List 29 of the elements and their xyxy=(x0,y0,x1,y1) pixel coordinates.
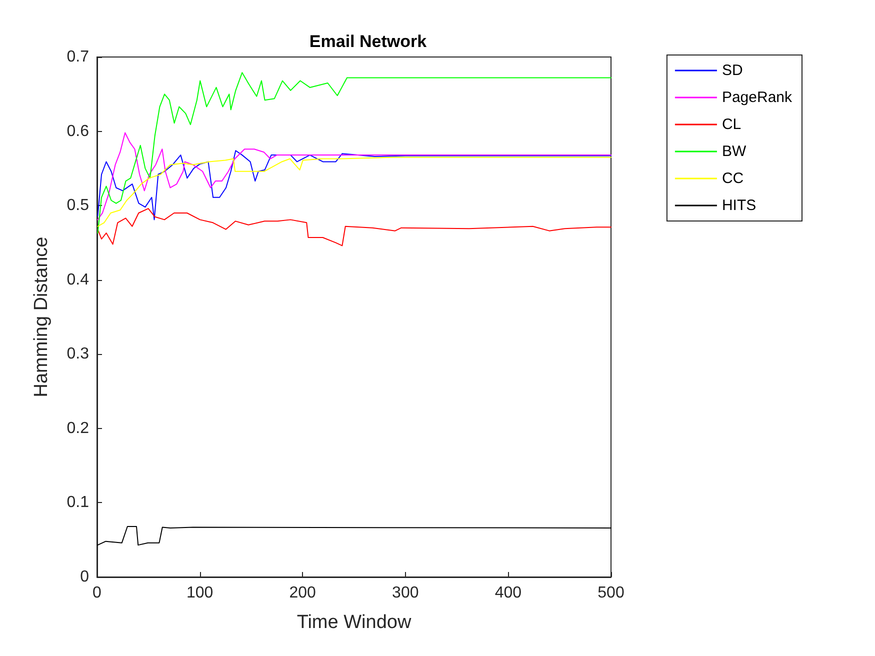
legend-label: HITS xyxy=(722,197,756,214)
chart-title: Email Network xyxy=(309,32,428,51)
legend-label: CL xyxy=(722,116,742,133)
legend-label: CC xyxy=(722,170,744,187)
line-series xyxy=(97,156,612,227)
x-axis-title: Time Window xyxy=(296,612,412,633)
x-tick-label: 100 xyxy=(186,584,214,602)
x-tick-label: 0 xyxy=(92,584,102,602)
x-tick-label: 300 xyxy=(392,584,419,602)
y-tick-label: 0.5 xyxy=(66,197,90,214)
line-series xyxy=(97,72,612,234)
legend-label: PageRank xyxy=(722,89,792,106)
x-tick-label: 200 xyxy=(289,584,316,602)
legend-label: SD xyxy=(722,62,743,79)
x-tick-label: 500 xyxy=(598,584,624,602)
y-tick-label: 0 xyxy=(80,568,90,586)
line-series xyxy=(97,132,612,220)
y-tick-label: 0.1 xyxy=(66,494,90,512)
y-tick-label: 0.6 xyxy=(66,122,90,140)
y-axis-title: Hamming Distance xyxy=(31,236,52,398)
legend-label: BW xyxy=(722,143,747,160)
y-tick-label: 0.4 xyxy=(66,271,90,288)
x-tick-label: 400 xyxy=(494,584,522,602)
y-tick-label: 0.3 xyxy=(66,346,90,363)
line-series xyxy=(97,526,612,546)
line-series xyxy=(97,150,612,220)
y-tick-label: 0.2 xyxy=(66,420,90,437)
y-tick-label: 0.7 xyxy=(66,48,90,66)
line-series xyxy=(97,208,612,246)
